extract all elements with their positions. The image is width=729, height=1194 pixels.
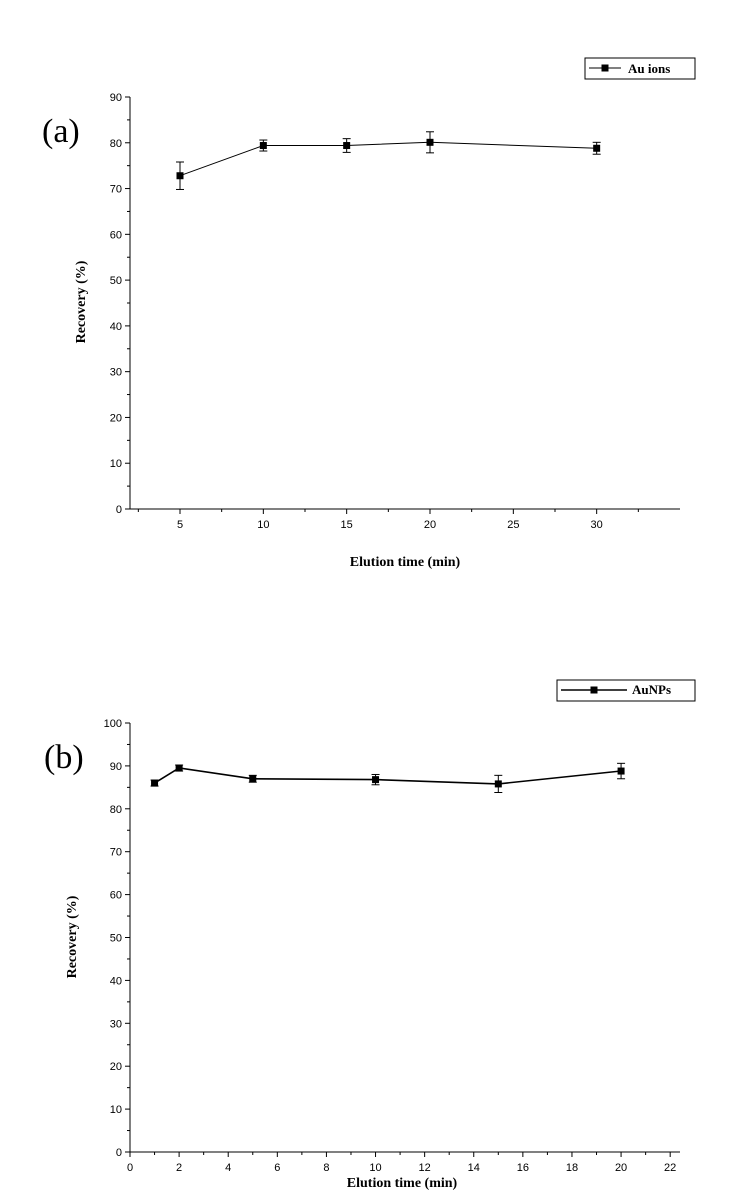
y-tick-label-a: 90 (110, 92, 122, 104)
x-tick-label-b: 18 (566, 1162, 578, 1174)
y-tick-label-a: 70 (110, 184, 122, 196)
x-tick-label-b: 16 (517, 1162, 529, 1174)
y-tick-label-b: 60 (110, 890, 122, 902)
data-point-b (175, 764, 183, 772)
series-line-b (154, 767, 622, 785)
y-tick-label-a: 10 (110, 458, 122, 470)
y-tick-label-b: 80 (110, 804, 122, 816)
panel-label-a: (a) (42, 113, 80, 150)
data-point-a (176, 172, 184, 180)
x-tick-label-b: 14 (468, 1162, 480, 1174)
data-point-a (426, 138, 434, 146)
x-tick-label-b: 0 (127, 1162, 133, 1174)
data-point-a (259, 142, 267, 150)
y-tick-label-a: 30 (110, 367, 122, 379)
panel-label-b: (b) (44, 739, 84, 776)
x-tick-label-a: 10 (257, 519, 269, 531)
chart-panel-a: 0 10 20 30 40 50 60 70 80 90 5 10 15 20 25 30 (a) Elution… (42, 57, 696, 570)
y-tick-label-a: 0 (116, 504, 122, 516)
y-tick-label-b: 0 (116, 1147, 122, 1159)
data-point-b (372, 776, 380, 784)
y-tick-label-b: 90 (110, 761, 122, 773)
x-tick-label-b: 2 (176, 1162, 182, 1174)
legend-marker-b (590, 686, 598, 694)
x-tick-label-b: 6 (274, 1162, 280, 1174)
x-tick-label-b: 20 (615, 1162, 627, 1174)
legend-label-a: Au ions (628, 61, 670, 76)
y-tick-label-a: 60 (110, 229, 122, 241)
series-line-a (179, 141, 597, 177)
x-tick-label-a: 5 (177, 519, 183, 531)
y-tick-label-b: 50 (110, 933, 122, 945)
x-tick-label-a: 30 (591, 519, 603, 531)
data-point-a (343, 142, 351, 150)
x-tick-label-b: 4 (225, 1162, 231, 1174)
y-tick-label-b: 70 (110, 847, 122, 859)
y-tick-label-b: 10 (110, 1104, 122, 1116)
y-axis-title-a: Recovery (%) (74, 260, 89, 343)
legend-marker-a (601, 64, 609, 72)
x-tick-label-b: 10 (369, 1162, 381, 1174)
data-point-b (494, 780, 502, 788)
x-tick-label-a: 25 (507, 519, 519, 531)
data-point-b (151, 779, 159, 787)
data-point-a (593, 144, 601, 152)
y-tick-label-b: 100 (104, 718, 122, 730)
y-tick-label-b: 40 (110, 975, 122, 987)
legend-label-b: AuNPs (632, 682, 671, 697)
y-tick-label-a: 40 (110, 321, 122, 333)
y-tick-label-b: 30 (110, 1018, 122, 1030)
x-tick-label-b: 8 (323, 1162, 329, 1174)
x-tick-label-a: 20 (424, 519, 436, 531)
x-axis-title-b: Elution time (min) (347, 1176, 458, 1191)
chart-panel-b: 0 10 20 30 40 50 60 70 80 90 100 0 2 4 6 8 10 12 14 16 18 20 2… (44, 679, 696, 1191)
y-tick-label-a: 20 (110, 412, 122, 424)
legend-box-a (584, 57, 696, 80)
y-tick-label-b: 20 (110, 1061, 122, 1073)
x-tick-label-b: 22 (664, 1162, 676, 1174)
y-axis-title-b: Recovery (%) (65, 895, 80, 978)
x-tick-label-a: 15 (341, 519, 353, 531)
x-axis-title-a: Elution time (min) (350, 555, 461, 570)
data-point-b (617, 767, 625, 775)
x-tick-label-b: 12 (419, 1162, 431, 1174)
y-tick-label-a: 50 (110, 275, 122, 287)
data-point-b (249, 775, 257, 783)
y-tick-label-a: 80 (110, 138, 122, 150)
